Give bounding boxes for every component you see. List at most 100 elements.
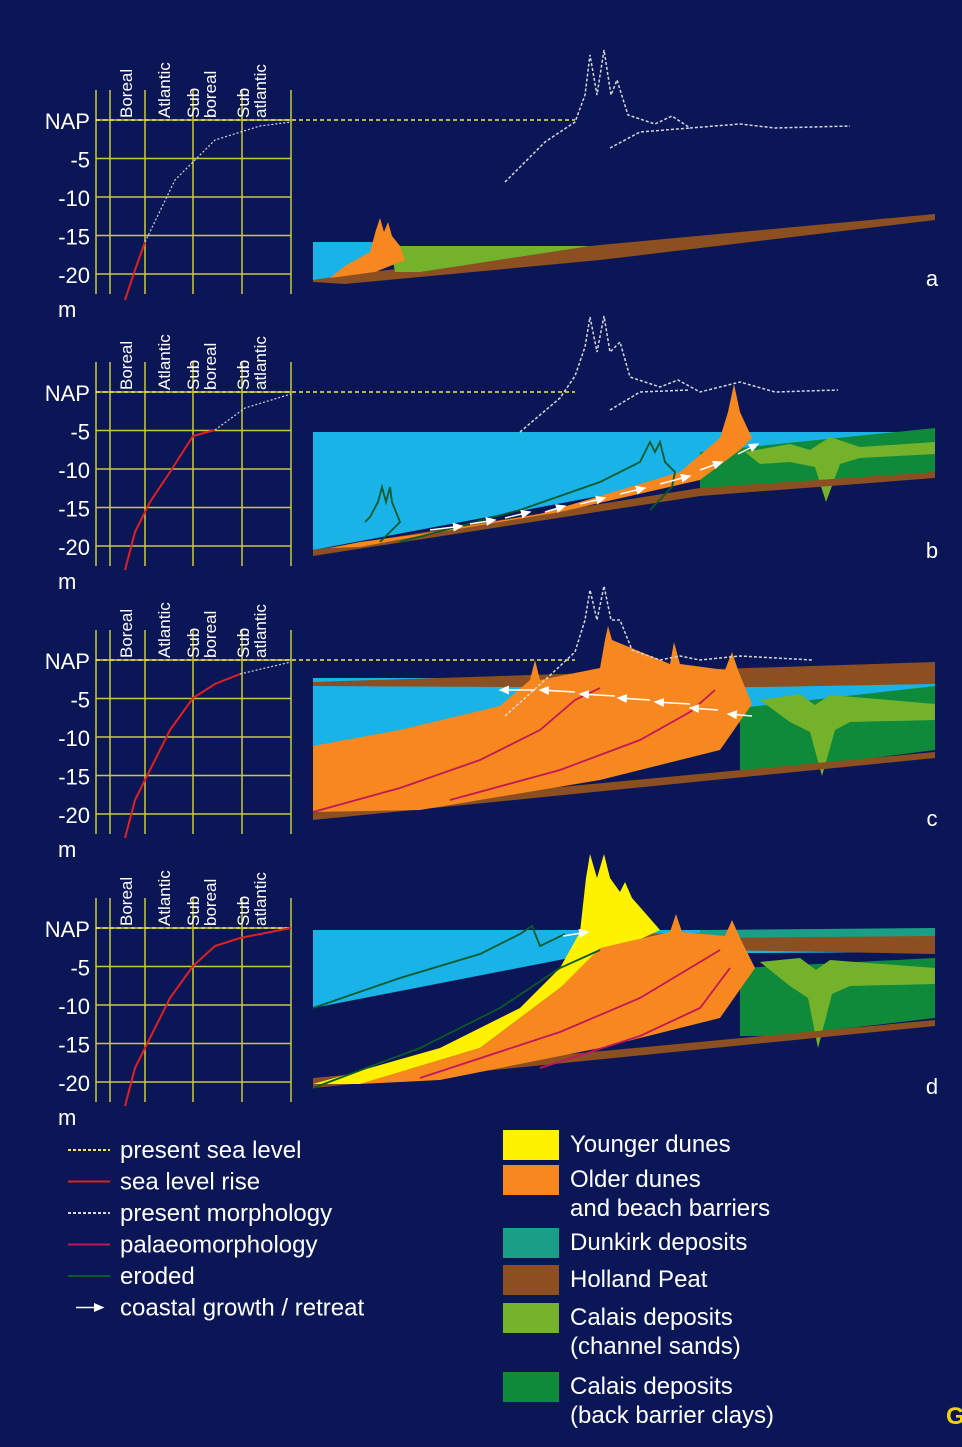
legend-line-label: present morphology	[120, 1200, 332, 1227]
axis-label-1: -5	[70, 956, 90, 981]
coastal-retreat-arrow	[653, 698, 691, 708]
legend-color-item: Younger dunes	[503, 1130, 731, 1160]
dunkirk-layer	[700, 928, 935, 938]
eroded-line-2	[399, 439, 676, 543]
coastal-retreat-arrow	[578, 690, 616, 700]
legend-color-label: (back barrier clays)	[570, 1402, 774, 1429]
present-morphology-line	[504, 585, 813, 717]
axis-label-0: NAP	[45, 109, 90, 134]
legend-line-label: sea level rise	[120, 1169, 260, 1196]
period-label: atlantic	[251, 336, 270, 390]
axis-label-1: -5	[70, 688, 90, 713]
legend-color-label: Holland Peat	[570, 1266, 708, 1293]
legend-swatch	[503, 1372, 559, 1402]
projected-curve	[239, 661, 292, 675]
legend-color-item: Calais deposits(channel sands)	[503, 1303, 741, 1360]
axis-label-2: -10	[58, 726, 90, 751]
period-label: Sub	[234, 360, 253, 390]
period-label: boreal	[201, 611, 220, 658]
present-morphology-line-2	[609, 127, 691, 149]
axis-label-0: NAP	[45, 649, 90, 674]
palaeomorphology-line-2	[539, 967, 731, 1069]
period-label: Atlantic	[155, 602, 174, 658]
axis-label-4: -20	[58, 263, 90, 288]
panel-letter: d	[926, 1074, 938, 1099]
coastal-growth-arrow	[659, 473, 692, 485]
period-label: atlantic	[251, 872, 270, 926]
legend-line-item: eroded	[68, 1263, 195, 1290]
legend-line-label: palaeomorphology	[120, 1232, 317, 1259]
axis-label-2: -10	[58, 186, 90, 211]
period-label: Boreal	[117, 69, 136, 118]
legend-color-label: Dunkirk deposits	[570, 1229, 747, 1256]
legend-line-item: present morphology	[68, 1200, 332, 1227]
calais-channel-layer	[760, 694, 935, 776]
legend-swatch	[503, 1228, 559, 1258]
coastal-growth-arrow	[562, 928, 590, 938]
period-label: Sub	[234, 896, 253, 926]
period-label: Sub	[234, 628, 253, 658]
calais-channel-layer	[760, 958, 935, 1048]
axis-label-1: -5	[70, 148, 90, 173]
coastal-retreat-arrow	[538, 686, 576, 696]
period-label: atlantic	[251, 604, 270, 658]
calais-channel-layer	[390, 246, 590, 272]
coastal-growth-arrow	[469, 516, 497, 526]
axis-unit: m	[58, 297, 76, 322]
coastal-growth-arrow	[544, 504, 567, 513]
period-label: Atlantic	[155, 62, 174, 118]
period-label: Atlantic	[155, 870, 174, 926]
present-morphology-line	[519, 315, 839, 433]
axis-label-0: NAP	[45, 381, 90, 406]
axis-label-3: -15	[58, 1033, 90, 1058]
period-label: Boreal	[117, 609, 136, 658]
coastal-retreat-arrow	[726, 710, 753, 720]
axis-label-2: -10	[58, 994, 90, 1019]
coastal-retreat-arrow	[688, 704, 719, 714]
legend-swatch	[503, 1303, 559, 1333]
legend-color-label: Calais deposits	[570, 1304, 733, 1331]
sea-level-rise-curve	[124, 927, 292, 1107]
panel-letter: b	[926, 538, 938, 563]
corner-letter: G	[946, 1403, 962, 1430]
period-label: Sub	[234, 88, 253, 118]
holland-peat-layer	[313, 214, 935, 284]
legend-color-label: (channel sands)	[570, 1333, 741, 1360]
axis-label-1: -5	[70, 420, 90, 445]
present-morphology-line	[504, 49, 851, 183]
axis-label-3: -15	[58, 225, 90, 250]
coastal-growth-arrow	[579, 495, 607, 505]
axis-label-4: -20	[58, 535, 90, 560]
present-morphology-line-2	[609, 389, 691, 411]
period-label: boreal	[201, 71, 220, 118]
holland-peat-layer	[313, 472, 935, 556]
projected-curve	[214, 393, 292, 431]
sea-level-rise-curve	[124, 429, 216, 571]
eroded-line	[364, 483, 402, 543]
period-label: Boreal	[117, 877, 136, 926]
axis-label-3: -15	[58, 497, 90, 522]
period-label: Sub	[184, 628, 203, 658]
legend-swatch	[503, 1130, 559, 1160]
period-label: Sub	[184, 360, 203, 390]
axis-unit: m	[58, 569, 76, 594]
coastal-growth-arrow	[429, 522, 464, 532]
legend-swatch	[503, 1265, 559, 1295]
calais-channel-layer	[745, 437, 935, 502]
period-label: Atlantic	[155, 334, 174, 390]
legend-color-label: Older dunes	[570, 1166, 701, 1193]
older-dunes	[313, 626, 752, 812]
sea-level-rise-curve	[124, 673, 241, 839]
coastal-growth-arrow	[737, 443, 760, 455]
axis-unit: m	[58, 837, 76, 862]
legend-swatch	[503, 1165, 559, 1195]
axis-label-0: NAP	[45, 917, 90, 942]
coastal-growth-arrow	[619, 485, 647, 495]
legend-color-label: Calais deposits	[570, 1373, 733, 1400]
axis-label-3: -15	[58, 765, 90, 790]
coastal-retreat-arrow	[616, 694, 651, 704]
younger-dunes	[313, 854, 660, 1084]
